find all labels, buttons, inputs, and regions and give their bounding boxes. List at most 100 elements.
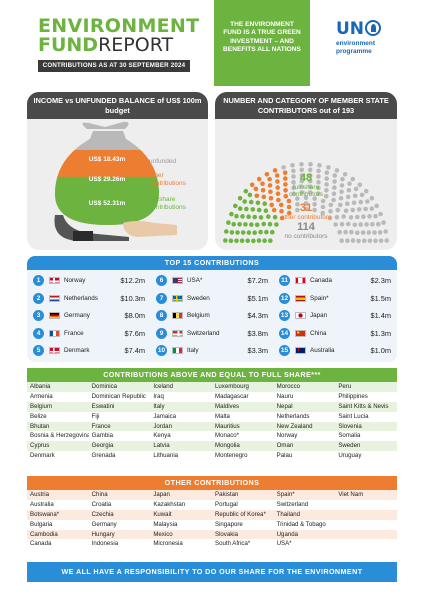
rank-badge: 10	[156, 345, 167, 356]
other-country-cell: Austria	[27, 490, 89, 500]
member-dot	[223, 238, 228, 243]
member-dot	[291, 168, 296, 174]
top15-item: 11 Canada $2.3m	[273, 274, 395, 288]
full_share-country-cell: Bosnia & Herzegovina	[30, 432, 89, 440]
member-dot	[258, 229, 263, 235]
member-dot	[231, 221, 236, 227]
member-dot	[295, 202, 300, 207]
other-country-cell: Kuwait	[150, 509, 212, 520]
rank-badge: 15	[279, 345, 290, 356]
top15-amount: $7.4m	[124, 346, 145, 355]
rank-badge: 6	[156, 275, 167, 286]
member-dot	[350, 207, 356, 213]
full_share-country-cell: Albania	[27, 382, 89, 392]
full_share-country-cell: Monaco*	[215, 432, 240, 440]
as-at-date-bar: CONTRIBUTIONS AS AT 30 SEPTEMBER 2024	[38, 60, 190, 72]
member-dot	[299, 184, 305, 189]
member-dot	[307, 184, 313, 189]
member-dot	[355, 214, 360, 220]
unep-logo: UN environment programme	[336, 20, 408, 55]
member-dot	[281, 165, 286, 170]
member-dot	[324, 182, 329, 187]
other-text: other contributors	[280, 214, 332, 221]
un-emblem-icon	[365, 20, 382, 36]
member-dot	[366, 230, 372, 235]
full_share-country-cell: Grenada	[91, 452, 116, 460]
rank-badge: 14	[279, 327, 290, 339]
member-dot	[229, 230, 235, 235]
member-dot	[239, 238, 245, 244]
other-country-cell: Pakistan	[212, 490, 274, 500]
other-legend: other contributions	[149, 172, 186, 187]
member-dot	[256, 238, 262, 243]
member-dot	[299, 178, 305, 184]
none-count: 114	[297, 221, 315, 233]
member-dot	[261, 194, 267, 200]
member-dot	[252, 214, 257, 220]
member-dot	[263, 208, 269, 213]
member-dot	[275, 179, 280, 184]
other-table: OTHER CONTRIBUTIONS Austria China Japan Pak…	[27, 476, 397, 549]
top15-item: 9 Switzerland $3.8m	[150, 327, 272, 341]
top15-amount: $3.8m	[247, 328, 268, 338]
rank-badge: 12	[279, 292, 290, 304]
member-dot	[324, 170, 330, 175]
member-dot	[353, 186, 359, 192]
footer-banner: WE ALL HAVE A RESPONSIBILITY TO DO OUR S…	[27, 562, 397, 582]
other-title: OTHER CONTRIBUTIONS	[27, 476, 397, 490]
member-dot	[267, 176, 272, 182]
member-dot	[253, 186, 259, 192]
member-dot	[340, 176, 345, 182]
full_share-country-cell: Sweden	[335, 441, 397, 452]
top15-amount: $7.2m	[247, 276, 268, 285]
member-dot	[320, 198, 326, 204]
member-dot	[303, 206, 309, 212]
other-country-cell: Croatia	[91, 500, 112, 508]
other-country-cell: Bulgaria	[30, 520, 53, 528]
member-dot	[264, 229, 269, 235]
top15-country: Italy	[187, 347, 199, 354]
member-dot	[316, 174, 321, 179]
top15-country: Netherlands	[64, 294, 98, 302]
other-count: 31	[299, 202, 313, 214]
other-country-cell: Canada	[30, 540, 52, 548]
member-dot	[269, 202, 274, 208]
belgium-flag-icon	[172, 312, 183, 319]
member-dot	[246, 230, 252, 235]
member-dot	[373, 213, 378, 219]
other-country-cell: Malaysia	[153, 520, 178, 528]
member-dot	[338, 195, 344, 201]
other-country-cell: Japan	[150, 490, 212, 500]
none-text: no contributors	[284, 233, 328, 240]
bag-knot	[82, 121, 129, 129]
member-dot	[356, 207, 362, 212]
spain-flag-icon	[295, 294, 306, 302]
member-dot	[275, 185, 280, 190]
full_share-country-cell: Philippines	[338, 392, 368, 400]
top15-amount: $1.4m	[370, 311, 391, 320]
member-dot	[367, 238, 373, 244]
member-dot	[339, 221, 345, 227]
member-dot	[346, 221, 351, 227]
member-dot	[299, 162, 304, 167]
member-dot	[248, 199, 254, 205]
full_share-country-cell: Italy	[150, 401, 212, 412]
top15-item: 14 China $1.3m	[273, 327, 395, 341]
member-dot	[362, 238, 367, 244]
full_share-country-cell: Belgium	[27, 401, 89, 412]
member-dot	[252, 230, 257, 235]
full_share-country-cell: Cyprus	[27, 441, 89, 452]
member-dot	[274, 173, 280, 178]
member-dot	[345, 238, 350, 243]
member-dot	[351, 200, 357, 206]
member-dot	[352, 222, 358, 228]
top15-item: 5 Denmark $7.4m	[27, 344, 149, 358]
member-dot	[264, 172, 270, 177]
other-country-cell: Indonesia	[91, 540, 119, 548]
top15-country: Spain*	[310, 294, 329, 302]
china-flag-icon	[295, 329, 306, 337]
member-dot	[357, 182, 363, 188]
report-header: ENVIRONMENT FUNDREPORT CONTRIBUTIONS AS …	[0, 0, 424, 88]
member-dot	[250, 207, 256, 212]
full_share-country-cell: Oman	[273, 441, 336, 452]
